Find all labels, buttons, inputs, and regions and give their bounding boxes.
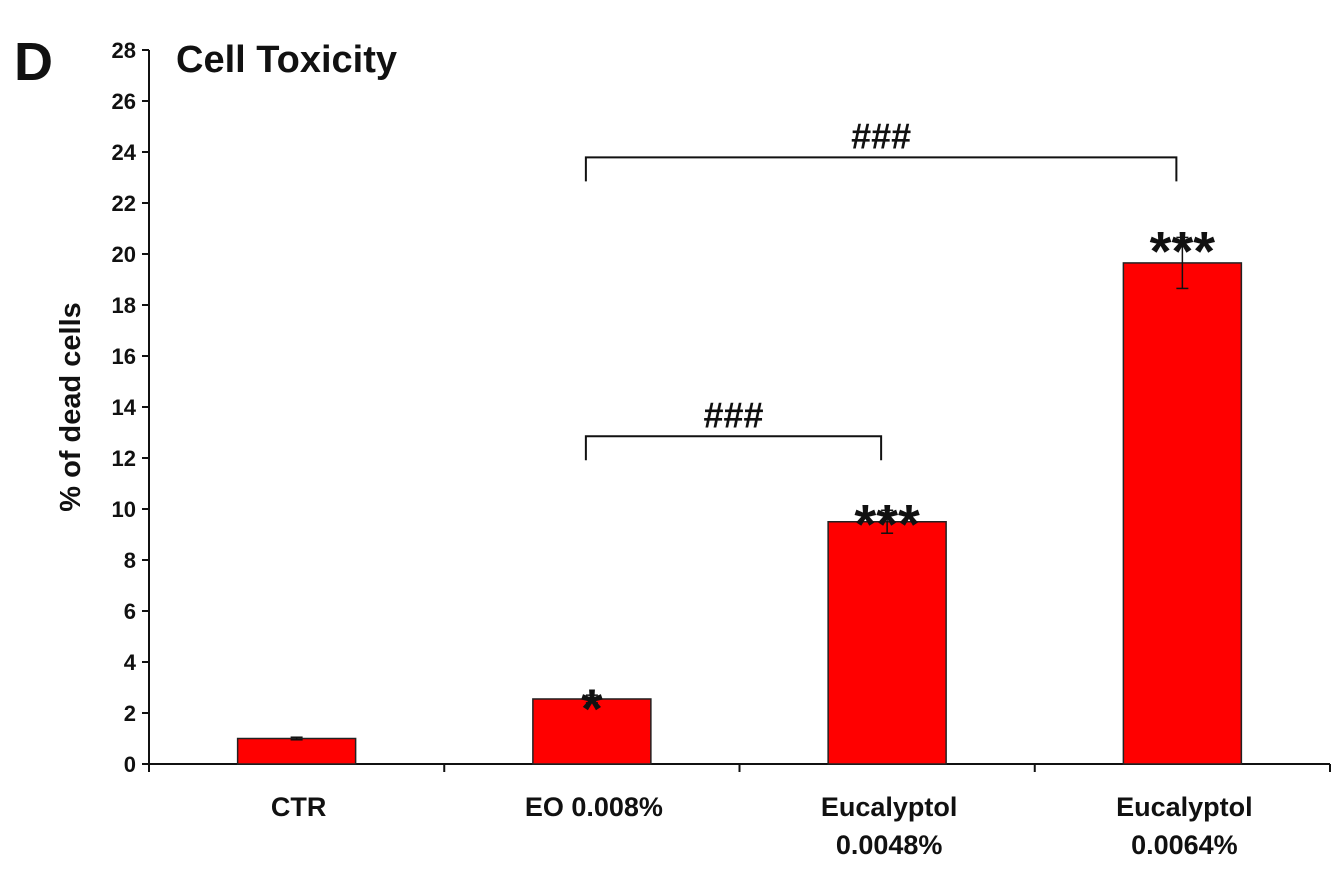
y-tick-label: 18: [112, 293, 136, 318]
bars: [236, 236, 1243, 765]
x-category-label: CTR: [271, 792, 327, 822]
comparison-label: ###: [703, 394, 763, 435]
x-category-label: EO 0.008%: [525, 792, 663, 822]
panel-label: D: [14, 32, 53, 92]
y-tick-label: 8: [124, 548, 136, 573]
y-tick-label: 28: [112, 38, 136, 63]
y-tick-label: 12: [112, 446, 136, 471]
comparison-label: ###: [851, 115, 911, 156]
y-axis-label: % of dead cells: [55, 302, 87, 512]
bar: [827, 521, 947, 765]
y-tick-label: 24: [112, 140, 137, 165]
y-tick-label: 4: [124, 650, 137, 675]
x-category-label: Eucalyptol: [1116, 792, 1253, 822]
significance-marker: ***: [1150, 219, 1216, 282]
significance-marker: ***: [854, 492, 920, 555]
bar: [532, 698, 652, 765]
y-tick-label: 20: [112, 242, 136, 267]
x-category-label: 0.0064%: [1131, 830, 1238, 860]
y-tick-label: 16: [112, 344, 136, 369]
x-category-label: 0.0048%: [836, 830, 943, 860]
y-tick-label: 0: [124, 752, 136, 777]
comparison-bracket: [584, 156, 1178, 182]
y-tick-label: 2: [124, 701, 136, 726]
bar: [1122, 262, 1243, 765]
y-tick-label: 22: [112, 191, 136, 216]
comparison-bracket: [584, 435, 883, 461]
y-tick-label: 6: [124, 599, 136, 624]
bar: [236, 737, 357, 765]
significance-marker: *: [581, 677, 603, 740]
x-category-label: Eucalyptol: [821, 792, 958, 822]
significance-annotations: *******######: [581, 115, 1215, 740]
chart-title: Cell Toxicity: [176, 39, 397, 81]
y-tick-label: 26: [112, 89, 136, 114]
y-tick-label: 10: [112, 497, 136, 522]
y-tick-label: 14: [112, 395, 137, 420]
